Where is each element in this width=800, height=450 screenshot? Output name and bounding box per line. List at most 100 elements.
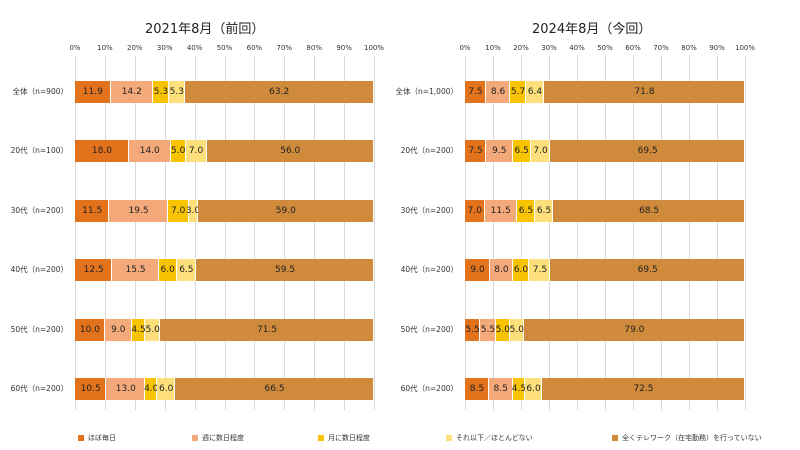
x-tick-label: 70%	[653, 44, 669, 52]
gridline	[605, 56, 606, 410]
legend-swatch	[318, 435, 324, 441]
gridline	[661, 56, 662, 410]
bar-segment-monthly	[145, 378, 158, 400]
bar-segment-weekly	[109, 200, 168, 222]
data-label: 7.0	[188, 146, 204, 156]
bar-segment-daily	[465, 319, 481, 341]
data-label: 7.0	[170, 206, 186, 216]
data-label: 5.3	[169, 87, 184, 97]
bar-segment-weekly	[480, 319, 496, 341]
bar-segment-daily	[465, 200, 485, 222]
legend-label: 月に数日程度	[328, 434, 370, 442]
category-label: 20代（n=100）	[10, 146, 68, 155]
data-label: 14.0	[139, 146, 160, 156]
bar-segment-none	[184, 81, 374, 103]
data-label: 19.5	[128, 206, 149, 216]
data-label: 3.0	[185, 206, 201, 216]
gridline	[164, 56, 166, 410]
bar-segment-daily	[75, 200, 110, 222]
bar-segment-none	[523, 319, 745, 341]
data-label: 69.5	[637, 265, 658, 275]
gridline	[254, 56, 256, 410]
data-label: 59.0	[275, 206, 296, 216]
bar-segment-rarely	[145, 319, 161, 341]
data-label: 8.5	[469, 384, 485, 394]
bar-segment-daily	[75, 81, 111, 103]
bar-segment-rarely	[535, 200, 554, 222]
data-label: 11.5	[82, 206, 103, 216]
bar-segment-none	[550, 259, 745, 281]
data-label: 13.0	[115, 384, 136, 394]
x-tick-label: 100%	[734, 44, 756, 52]
category-label: 40代（n=200）	[400, 265, 458, 274]
gridline	[521, 56, 522, 410]
bar-segment-weekly	[484, 200, 517, 222]
category-label: 60代（n=200）	[400, 384, 458, 393]
legend-swatch	[612, 435, 618, 441]
bar-segment-none	[543, 81, 745, 103]
data-label: 63.2	[269, 87, 290, 97]
data-label: 9.0	[111, 325, 126, 335]
bar-segment-none	[553, 200, 745, 222]
bar-segment-rarely	[525, 378, 542, 400]
data-label: 5.0	[145, 325, 160, 335]
gridline	[224, 56, 226, 410]
data-label: 7.0	[467, 206, 482, 216]
data-label: 5.0	[509, 325, 524, 335]
bar-segment-rarely	[188, 200, 198, 222]
x-tick-label: 30%	[541, 44, 557, 52]
gridline	[493, 56, 494, 410]
data-label: 6.0	[159, 384, 174, 394]
data-label: 5.7	[510, 87, 526, 97]
gridline	[284, 56, 286, 410]
data-label: 7.0	[533, 146, 548, 156]
data-label: 8.5	[493, 384, 508, 394]
bar-segment-none	[206, 140, 374, 162]
gridline	[633, 56, 634, 410]
gridline	[314, 56, 316, 410]
data-label: 6.5	[179, 265, 194, 275]
bar-segment-none	[196, 259, 374, 281]
bar-segment-weekly	[110, 81, 154, 103]
data-label: 9.5	[492, 146, 507, 156]
category-label: 20代（n=200）	[400, 146, 458, 155]
bar-segment-monthly	[167, 200, 189, 222]
bar-segment-daily	[465, 378, 489, 400]
data-label: 66.5	[264, 384, 285, 394]
data-label: 4.5	[511, 384, 527, 394]
data-label: 5.0	[170, 146, 186, 156]
data-label: 7.5	[468, 87, 483, 97]
gridline	[104, 56, 106, 410]
data-label: 15.5	[125, 265, 146, 275]
bar-segment-daily	[75, 378, 107, 400]
bar-segment-weekly	[104, 319, 132, 341]
bar-segment-monthly	[512, 378, 526, 400]
x-tick-label: 100%	[363, 44, 385, 52]
data-label: 5.0	[495, 325, 510, 335]
x-tick-label: 60%	[625, 44, 641, 52]
bar-segment-none	[542, 378, 745, 400]
x-tick-label: 90%	[336, 44, 352, 52]
bar-segment-rarely	[157, 378, 176, 400]
bar-segment-weekly	[488, 378, 513, 400]
data-label: 8.0	[494, 265, 509, 275]
data-label: 6.5	[536, 206, 552, 216]
bar-segment-daily	[465, 259, 491, 281]
bar-segment-none	[175, 378, 374, 400]
data-label: 6.4	[527, 87, 543, 97]
data-label: 8.6	[490, 87, 506, 97]
data-label: 68.5	[639, 206, 660, 216]
data-label: 72.5	[633, 384, 654, 394]
x-tick-label: 30%	[156, 44, 173, 52]
bar-segment-daily	[75, 140, 129, 162]
bar-segment-monthly	[131, 319, 146, 341]
bar-segment-rarely	[168, 81, 185, 103]
legend-swatch	[446, 435, 452, 441]
x-tick-label: 10%	[485, 44, 501, 52]
bar-segment-rarely	[529, 259, 551, 281]
legend-label: それ以下／ほとんどない	[456, 434, 533, 442]
data-label: 18.0	[91, 146, 112, 156]
category-label: 60代（n=200）	[10, 384, 68, 393]
x-tick-label: 60%	[246, 44, 263, 52]
